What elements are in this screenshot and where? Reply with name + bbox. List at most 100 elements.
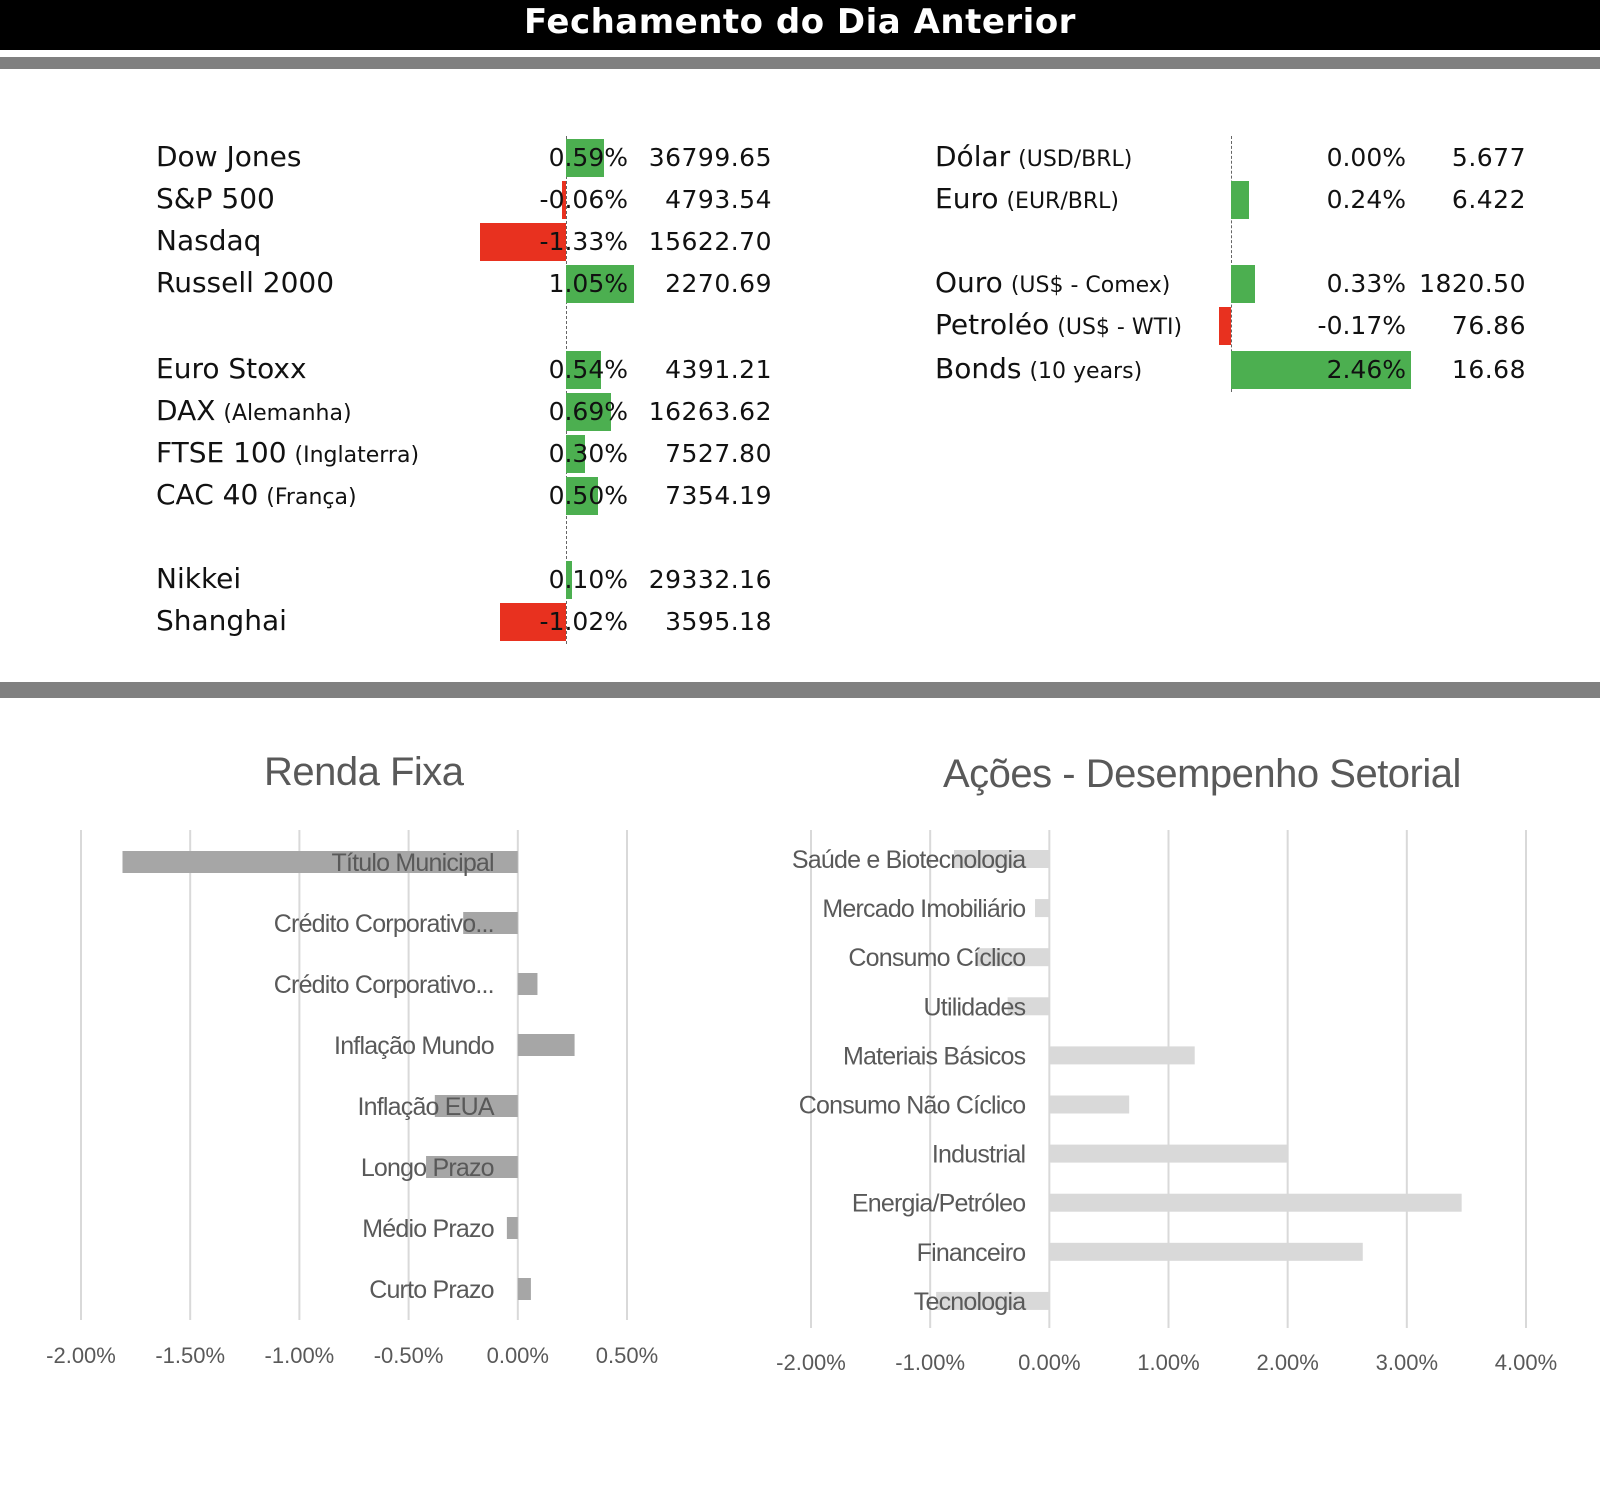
x-tick-label: 4.00% — [1495, 1350, 1557, 1375]
assets-name: Petroléo (US$ - WTI) — [935, 308, 1182, 341]
markets-value: 2270.69 — [665, 269, 772, 298]
x-tick-label: -1.00% — [265, 1343, 335, 1368]
assets-percent: 0.24% — [1326, 185, 1406, 214]
markets-label: DAX — [156, 394, 216, 427]
bar — [936, 1291, 1050, 1310]
markets-value: 4793.54 — [665, 185, 772, 214]
markets-change-bar — [566, 561, 573, 599]
assets-name: Bonds (10 years) — [935, 352, 1142, 385]
assets-label: Petroléo — [935, 308, 1050, 341]
assets-sublabel: (10 years) — [1029, 359, 1143, 384]
markets-label: Nikkei — [156, 562, 242, 595]
bar — [1049, 1144, 1288, 1163]
assets-value: 5.677 — [1451, 143, 1526, 172]
markets-percent: 0.54% — [548, 355, 628, 384]
markets-name: DAX (Alemanha) — [156, 394, 352, 427]
bar — [517, 1278, 531, 1300]
markets-percent: 0.10% — [548, 565, 628, 594]
markets-name: Russell 2000 — [156, 266, 334, 299]
bar — [1049, 1046, 1195, 1065]
chart-title-renda-fixa: Renda Fixa — [264, 750, 464, 794]
x-tick-label: 0.50% — [596, 1343, 658, 1368]
markets-change-bar — [566, 435, 586, 473]
markets-percent: -1.02% — [539, 607, 628, 636]
x-tick-label: 1.00% — [1137, 1350, 1199, 1375]
bar — [1035, 899, 1050, 918]
x-tick-label: 2.00% — [1256, 1350, 1318, 1375]
assets-change-bar — [1231, 265, 1256, 303]
category-label: Inflação Mundo — [334, 1032, 494, 1060]
markets-label: FTSE 100 — [156, 436, 287, 469]
markets-change-bar — [566, 477, 599, 515]
markets-change-bar — [480, 223, 566, 261]
assets-label: Dólar — [935, 140, 1011, 173]
assets-bar-axis — [1231, 136, 1232, 392]
x-tick-label: -1.50% — [155, 1343, 225, 1368]
markets-sublabel: (França) — [266, 485, 357, 510]
bar — [1007, 997, 1050, 1016]
assets-percent: -0.17% — [1317, 311, 1406, 340]
assets-change-bar — [1231, 351, 1411, 389]
assets-percent: 0.33% — [1326, 269, 1406, 298]
bar — [434, 1095, 518, 1117]
markets-name: FTSE 100 (Inglaterra) — [156, 436, 419, 469]
assets-label: Bonds — [935, 352, 1022, 385]
markets-change-bar — [566, 139, 605, 177]
x-tick-label: 3.00% — [1376, 1350, 1438, 1375]
category-label: Crédito Corporativo... — [274, 971, 494, 999]
markets-percent: -0.06% — [539, 185, 628, 214]
markets-label: Dow Jones — [156, 140, 302, 173]
section-divider — [0, 682, 1600, 698]
category-label: Consumo Cíclico — [848, 944, 1025, 972]
markets-change-bar — [500, 603, 566, 641]
assets-label: Ouro — [935, 266, 1003, 299]
page-title: Fechamento do Dia Anterior — [524, 2, 1076, 42]
markets-value: 4391.21 — [665, 355, 772, 384]
category-label: Industrial — [932, 1141, 1025, 1169]
assets-name: Ouro (US$ - Comex) — [935, 266, 1170, 299]
category-label: Energia/Petróleo — [852, 1190, 1025, 1218]
assets-value: 76.86 — [1451, 311, 1526, 340]
markets-bar-axis — [566, 136, 567, 644]
markets-name: Nasdaq — [156, 224, 261, 257]
markets-change-bar — [562, 181, 566, 219]
bar — [954, 850, 1050, 868]
markets-sublabel: (Inglaterra) — [294, 443, 420, 468]
category-label: Longo Prazo — [361, 1154, 494, 1182]
x-tick-label: -2.00% — [46, 1343, 116, 1368]
markets-value: 15622.70 — [648, 227, 772, 256]
assets-percent: 2.46% — [1326, 355, 1406, 384]
assets-sublabel: (US$ - Comex) — [1010, 273, 1171, 298]
category-label: Mercado Imobiliário — [822, 895, 1025, 923]
markets-label: Nasdaq — [156, 224, 262, 257]
markets-change-bar — [566, 265, 634, 303]
bar — [122, 851, 518, 873]
assets-name: Euro (EUR/BRL) — [935, 182, 1119, 215]
bar — [1049, 1242, 1363, 1261]
markets-label: Russell 2000 — [156, 266, 335, 299]
x-tick-label: 0.00% — [487, 1343, 549, 1368]
markets-percent: 0.50% — [548, 481, 628, 510]
markets-value: 7354.19 — [665, 481, 772, 510]
bar — [426, 1156, 518, 1178]
assets-value: 6.422 — [1451, 185, 1526, 214]
markets-sublabel: (Alemanha) — [223, 401, 352, 426]
bar — [977, 948, 1050, 967]
assets-label: Euro — [935, 182, 999, 215]
markets-label: S&P 500 — [156, 182, 275, 215]
bar — [506, 1217, 518, 1239]
assets-name: Dólar (USD/BRL) — [935, 140, 1132, 173]
category-label: Saúde e Biotecnologia — [792, 846, 1026, 874]
markets-change-bar — [566, 393, 611, 431]
markets-percent: 1.05% — [548, 269, 628, 298]
category-label: Financeiro — [917, 1239, 1026, 1267]
category-label: Crédito Corporativo... — [274, 910, 494, 938]
markets-percent: -1.33% — [539, 227, 628, 256]
x-tick-label: -2.00% — [776, 1350, 846, 1375]
markets-change-bar — [566, 351, 601, 389]
top-divider — [0, 57, 1600, 69]
markets-name: Nikkei — [156, 562, 241, 595]
category-label: Materiais Básicos — [843, 1042, 1026, 1070]
chart-renda-fixa: -2.00% -1.50% -1.00% -0.50% 0.00% 0.50% Título… — [46, 830, 658, 1368]
bar — [517, 1034, 575, 1056]
